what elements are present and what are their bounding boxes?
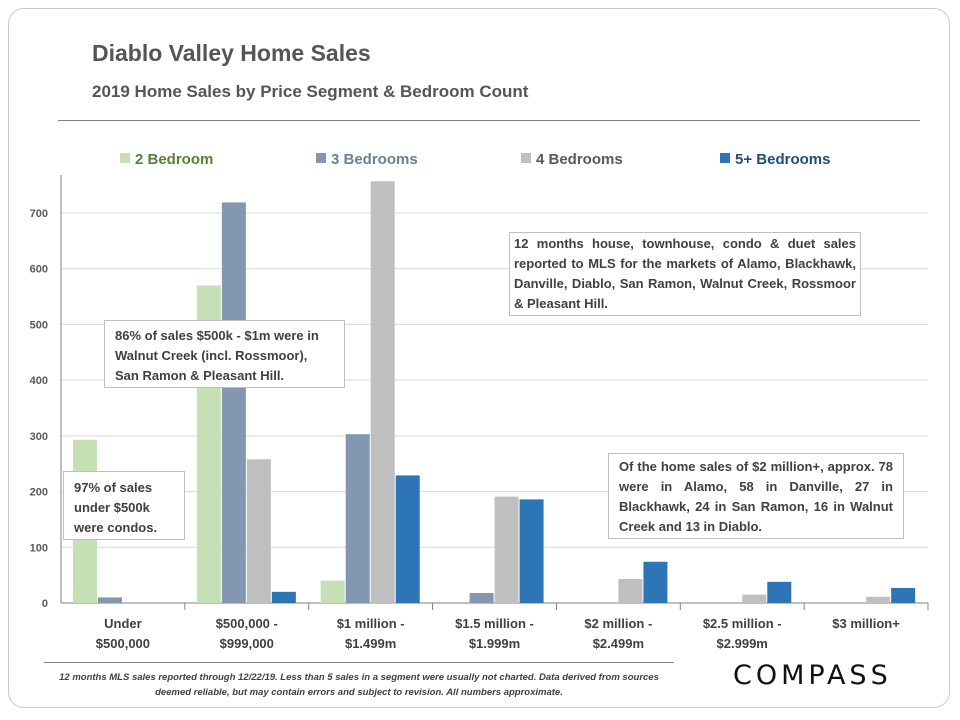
annotation-under-500k: 97% of sales under $500k were condos.: [63, 471, 185, 540]
x-category-label: $2.499m: [593, 636, 644, 651]
bar: [891, 587, 916, 603]
x-category-label: $999,000: [220, 636, 274, 651]
compass-logo: COMPASS: [733, 660, 892, 691]
footer-disclaimer: 12 months MLS sales reported through 12/…: [59, 672, 659, 698]
y-tick-label: 400: [30, 375, 48, 387]
bar: [271, 591, 296, 603]
x-category-label: $1.499m: [345, 636, 396, 651]
legend-label: 2 Bedroom: [135, 151, 213, 168]
bar: [370, 181, 395, 603]
bar: [742, 594, 767, 603]
x-category-label: $3 million+: [832, 616, 900, 631]
y-tick-label: 300: [30, 431, 48, 443]
chart-subtitle: 2019 Home Sales by Price Segment & Bedro…: [92, 82, 529, 101]
footer-divider: [44, 662, 674, 663]
title-divider: [58, 120, 920, 121]
chart-title: Diablo Valley Home Sales: [92, 40, 371, 66]
y-tick-label: 100: [30, 542, 48, 554]
bar: [866, 596, 891, 603]
y-tick-label: 600: [30, 264, 48, 276]
bar: [98, 597, 122, 603]
legend-label: 5+ Bedrooms: [735, 151, 830, 168]
legend-swatch: [720, 153, 730, 163]
bar: [643, 561, 668, 603]
bar: [469, 592, 494, 603]
y-tick-label: 200: [30, 487, 48, 499]
bar: [345, 434, 370, 603]
x-category-label: $1.999m: [469, 636, 520, 651]
x-category-label: $1 million -: [337, 616, 405, 631]
y-tick-label: 700: [30, 208, 48, 220]
bar: [494, 496, 519, 603]
x-category-label: $1.5 million -: [455, 616, 534, 631]
bar: [618, 579, 643, 603]
x-category-label: $2.5 million -: [703, 616, 782, 631]
x-category-label: $500,000: [96, 636, 150, 651]
legend-label: 3 Bedrooms: [331, 151, 418, 168]
legend-label: 4 Bedrooms: [536, 151, 623, 168]
bar: [246, 459, 271, 603]
legend-swatch: [120, 153, 130, 163]
x-category-label: Under: [104, 616, 142, 631]
bar: [221, 202, 246, 603]
bar: [519, 499, 544, 603]
x-category-label: $2.999m: [717, 636, 768, 651]
annotation-scope: 12 months house, townhouse, condo & duet…: [509, 232, 861, 316]
bar: [395, 475, 420, 603]
annotation-2m-plus: Of the home sales of $2 million+, approx…: [608, 453, 904, 539]
bar: [320, 580, 345, 603]
y-tick-label: 0: [42, 598, 48, 610]
bar: [767, 581, 792, 603]
annotation-500k-1m: 86% of sales $500k - $1m were in Walnut …: [104, 320, 345, 388]
slide-frame: [8, 8, 950, 708]
legend-swatch: [521, 153, 531, 163]
y-tick-label: 500: [30, 319, 48, 331]
legend-swatch: [316, 153, 326, 163]
x-category-label: $500,000 -: [216, 616, 278, 631]
x-category-label: $2 million -: [584, 616, 652, 631]
